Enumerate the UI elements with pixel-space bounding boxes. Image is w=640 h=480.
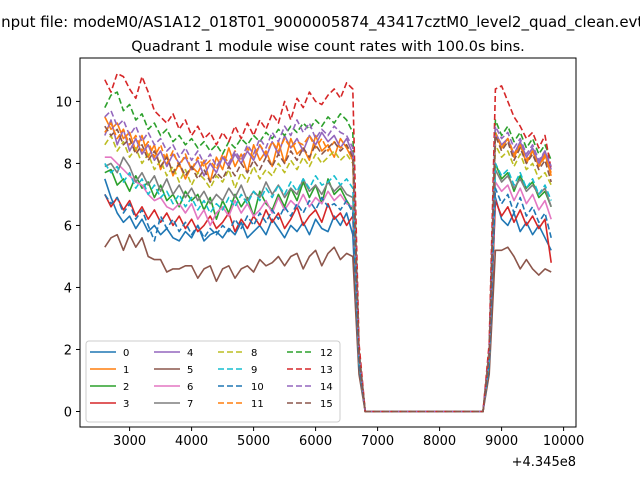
legend-label-2: 2 [123, 382, 129, 393]
plot-frame [79, 57, 577, 428]
legend-label-13: 13 [320, 365, 333, 376]
legend-label-3: 3 [123, 399, 129, 410]
legend-label-7: 7 [187, 399, 193, 410]
y-tick-label: 10 [55, 95, 72, 110]
legend-label-8: 8 [251, 348, 257, 359]
series-line-13 [104, 72, 552, 413]
legend-box [85, 340, 341, 423]
chart-suptitle: Input file: modeM0/AS1A12_018T01_9000005… [0, 13, 640, 32]
y-tick-label: 4 [64, 281, 72, 296]
chart-title: Quadrant 1 module wise count rates with … [131, 39, 525, 55]
legend-label-12: 12 [320, 348, 333, 359]
legend-label-14: 14 [320, 382, 333, 393]
legend-label-11: 11 [251, 399, 264, 410]
legend-label-15: 15 [320, 399, 333, 410]
y-tick-label: 6 [64, 219, 72, 234]
legend-label-1: 1 [123, 365, 129, 376]
y-tick-label: 8 [64, 157, 72, 172]
x-offset-label: +4.345e8 [512, 455, 576, 470]
x-tick-label: 4000 [175, 434, 208, 449]
y-tick-label: 0 [64, 405, 72, 420]
x-tick-label: 10000 [543, 434, 584, 449]
x-tick-label: 3000 [113, 434, 146, 449]
x-tick-label: 6000 [299, 434, 332, 449]
series-line-9 [104, 162, 552, 413]
x-tick-label: 9000 [485, 434, 518, 449]
series-layer [104, 72, 552, 413]
legend-label-5: 5 [187, 365, 193, 376]
legend-label-0: 0 [123, 348, 129, 359]
x-tick-label: 5000 [237, 434, 270, 449]
series-line-15 [104, 125, 552, 413]
legend-label-10: 10 [251, 382, 264, 393]
x-tick-label: 7000 [361, 434, 394, 449]
legend-label-9: 9 [251, 365, 257, 376]
legend-label-6: 6 [187, 382, 193, 393]
x-tick-label: 8000 [423, 434, 456, 449]
legend-label-4: 4 [187, 348, 193, 359]
y-tick-label: 2 [64, 343, 72, 358]
